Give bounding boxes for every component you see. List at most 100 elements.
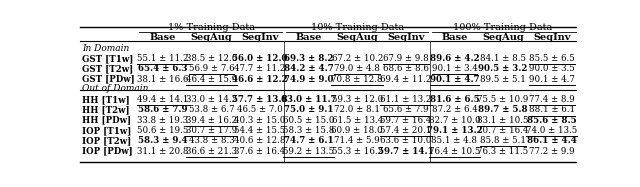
Text: SeqInv: SeqInv <box>241 33 279 42</box>
Text: 85.1 ± 4.8: 85.1 ± 4.8 <box>431 136 477 145</box>
Text: Base: Base <box>442 33 468 42</box>
Text: 81.6 ± 6.5: 81.6 ± 6.5 <box>429 95 479 104</box>
Text: SeqInv: SeqInv <box>533 33 570 42</box>
Text: 77.2 ± 9.9: 77.2 ± 9.9 <box>529 146 575 156</box>
Text: 58.3 ± 9.4: 58.3 ± 9.4 <box>138 136 188 145</box>
Text: 59.2 ± 13.5: 59.2 ± 13.5 <box>283 146 334 156</box>
Text: 100% Training Data: 100% Training Data <box>454 23 553 32</box>
Text: 39.4 ± 16.2: 39.4 ± 16.2 <box>186 116 237 125</box>
Text: HH [T1w]: HH [T1w] <box>82 95 130 104</box>
Text: 61.1 ± 13.2: 61.1 ± 13.2 <box>380 95 431 104</box>
Text: SeqInv: SeqInv <box>387 33 424 42</box>
Text: 88.1 ± 6.1: 88.1 ± 6.1 <box>529 105 575 114</box>
Text: 74.9 ± 9.0: 74.9 ± 9.0 <box>284 74 333 84</box>
Text: 50.6 ± 19.5: 50.6 ± 19.5 <box>137 126 189 135</box>
Text: 36.6 ± 21.3: 36.6 ± 21.3 <box>186 146 237 156</box>
Text: 75.0 ± 9.1: 75.0 ± 9.1 <box>284 105 333 114</box>
Text: 33.0 ± 14.2: 33.0 ± 14.2 <box>186 95 237 104</box>
Text: Out of Domain: Out of Domain <box>82 84 148 93</box>
Text: 60.9 ± 18.0: 60.9 ± 18.0 <box>332 126 383 135</box>
Text: 60.5 ± 15.0: 60.5 ± 15.0 <box>283 116 335 125</box>
Text: 54.4 ± 15.5: 54.4 ± 15.5 <box>234 126 285 135</box>
Text: SeqAug: SeqAug <box>191 33 232 42</box>
Text: 63.0 ± 11.7: 63.0 ± 11.7 <box>281 95 337 104</box>
Text: HH [PDw]: HH [PDw] <box>82 116 131 125</box>
Text: 61.5 ± 13.4: 61.5 ± 13.4 <box>332 116 383 125</box>
Text: 85.8 ± 5.1: 85.8 ± 5.1 <box>480 136 526 145</box>
Text: 68.6 ± 8.6: 68.6 ± 8.6 <box>383 64 429 73</box>
Text: 79.1 ± 13.2: 79.1 ± 13.2 <box>427 126 483 135</box>
Text: SeqAug: SeqAug <box>482 33 524 42</box>
Text: 59.7 ± 16.4: 59.7 ± 16.4 <box>380 116 431 125</box>
Text: 56.0 ± 12.0: 56.0 ± 12.0 <box>232 54 288 63</box>
Text: 46.5 ± 7.0: 46.5 ± 7.0 <box>237 105 283 114</box>
Text: 40.6 ± 12.8: 40.6 ± 12.8 <box>234 136 286 145</box>
Text: 46.4 ± 15.9: 46.4 ± 15.9 <box>186 74 237 84</box>
Text: 70.7 ± 16.4: 70.7 ± 16.4 <box>477 126 529 135</box>
Text: 90.0 ± 3.5: 90.0 ± 3.5 <box>529 64 575 73</box>
Text: 49.4 ± 14.1: 49.4 ± 14.1 <box>137 95 189 104</box>
Text: 84.1 ± 8.5: 84.1 ± 8.5 <box>480 54 526 63</box>
Text: 82.7 ± 10.0: 82.7 ± 10.0 <box>429 116 480 125</box>
Text: IOP [PDw]: IOP [PDw] <box>82 146 132 156</box>
Text: 67.2 ± 10.2: 67.2 ± 10.2 <box>332 54 383 63</box>
Text: 1% Training Data: 1% Training Data <box>168 23 255 32</box>
Text: 70.8 ± 12.8: 70.8 ± 12.8 <box>332 74 383 84</box>
Text: 59.3 ± 12.0: 59.3 ± 12.0 <box>332 95 383 104</box>
Text: 79.0 ± 4.8: 79.0 ± 4.8 <box>334 64 380 73</box>
Text: 90.1 ± 4.7: 90.1 ± 4.7 <box>429 74 479 84</box>
Text: GST [PDw]: GST [PDw] <box>82 74 135 84</box>
Text: HH [T2w]: HH [T2w] <box>82 105 130 114</box>
Text: 74.0 ± 13.5: 74.0 ± 13.5 <box>526 126 577 135</box>
Text: GST [T1w]: GST [T1w] <box>82 54 133 63</box>
Text: 84.2 ± 4.7: 84.2 ± 4.7 <box>284 64 333 73</box>
Text: 30.7 ± 17.9: 30.7 ± 17.9 <box>186 126 237 135</box>
Text: 65.4 ± 6.3: 65.4 ± 6.3 <box>138 64 188 73</box>
Text: 56.9 ± 7.6: 56.9 ± 7.6 <box>189 64 234 73</box>
Text: 59.7 ± 14.1: 59.7 ± 14.1 <box>378 146 434 156</box>
Text: Base: Base <box>296 33 322 42</box>
Text: 38.1 ± 16.6: 38.1 ± 16.6 <box>137 74 189 84</box>
Text: 76.4 ± 10.5: 76.4 ± 10.5 <box>429 146 480 156</box>
Text: In Domain: In Domain <box>82 44 129 53</box>
Text: IOP [T2w]: IOP [T2w] <box>82 136 131 145</box>
Text: 89.6 ± 4.2: 89.6 ± 4.2 <box>429 54 479 63</box>
Text: 89.5 ± 5.1: 89.5 ± 5.1 <box>480 74 526 84</box>
Text: 76.3 ± 11.5: 76.3 ± 11.5 <box>477 146 529 156</box>
Text: IOP [T1w]: IOP [T1w] <box>82 126 131 135</box>
Text: 83.1 ± 10.5: 83.1 ± 10.5 <box>477 116 529 125</box>
Text: Base: Base <box>150 33 176 42</box>
Text: 77.4 ± 8.9: 77.4 ± 8.9 <box>529 95 575 104</box>
Text: 40.3 ± 15.0: 40.3 ± 15.0 <box>234 116 285 125</box>
Text: 31.1 ± 20.8: 31.1 ± 20.8 <box>137 146 189 156</box>
Text: SeqAug: SeqAug <box>337 33 378 42</box>
Text: 72.0 ± 8.1: 72.0 ± 8.1 <box>334 105 380 114</box>
Text: 75.5 ± 10.9: 75.5 ± 10.9 <box>477 95 529 104</box>
Text: 57.7 ± 13.8: 57.7 ± 13.8 <box>232 95 288 104</box>
Text: 57.4 ± 20.1: 57.4 ± 20.1 <box>380 126 431 135</box>
Text: 46.6 ± 12.2: 46.6 ± 12.2 <box>232 74 288 84</box>
Text: 43.8 ± 8.3: 43.8 ± 8.3 <box>189 136 234 145</box>
Text: 69.3 ± 8.2: 69.3 ± 8.2 <box>284 54 333 63</box>
Text: 65.6 ± 7.9: 65.6 ± 7.9 <box>383 105 429 114</box>
Text: 90.5 ± 3.2: 90.5 ± 3.2 <box>479 64 528 73</box>
Text: 38.5 ± 12.0: 38.5 ± 12.0 <box>186 54 237 63</box>
Text: 90.1 ± 4.7: 90.1 ± 4.7 <box>529 74 575 84</box>
Text: 67.9 ± 9.8: 67.9 ± 9.8 <box>383 54 429 63</box>
Text: 58.3 ± 15.8: 58.3 ± 15.8 <box>283 126 334 135</box>
Text: 58.6 ± 7.9: 58.6 ± 7.9 <box>138 105 188 114</box>
Text: 90.1 ± 3.4: 90.1 ± 3.4 <box>431 64 477 73</box>
Text: GST [T2w]: GST [T2w] <box>82 64 133 73</box>
Text: 69.4 ± 11.2: 69.4 ± 11.2 <box>380 74 431 84</box>
Text: 74.7 ± 6.1: 74.7 ± 6.1 <box>284 136 333 145</box>
Text: 33.8 ± 19.3: 33.8 ± 19.3 <box>138 116 188 125</box>
Text: 86.1 ± 4.4: 86.1 ± 4.4 <box>527 136 577 145</box>
Text: 63.6 ± 10.0: 63.6 ± 10.0 <box>380 136 431 145</box>
Text: 10% Training Data: 10% Training Data <box>310 23 404 32</box>
Text: 87.2 ± 6.4: 87.2 ± 6.4 <box>431 105 477 114</box>
Text: 37.6 ± 16.4: 37.6 ± 16.4 <box>234 146 285 156</box>
Text: 85.5 ± 6.5: 85.5 ± 6.5 <box>529 54 575 63</box>
Text: 47.7 ± 11.2: 47.7 ± 11.2 <box>234 64 285 73</box>
Text: 89.7 ± 5.8: 89.7 ± 5.8 <box>478 105 528 114</box>
Text: 71.4 ± 5.9: 71.4 ± 5.9 <box>334 136 380 145</box>
